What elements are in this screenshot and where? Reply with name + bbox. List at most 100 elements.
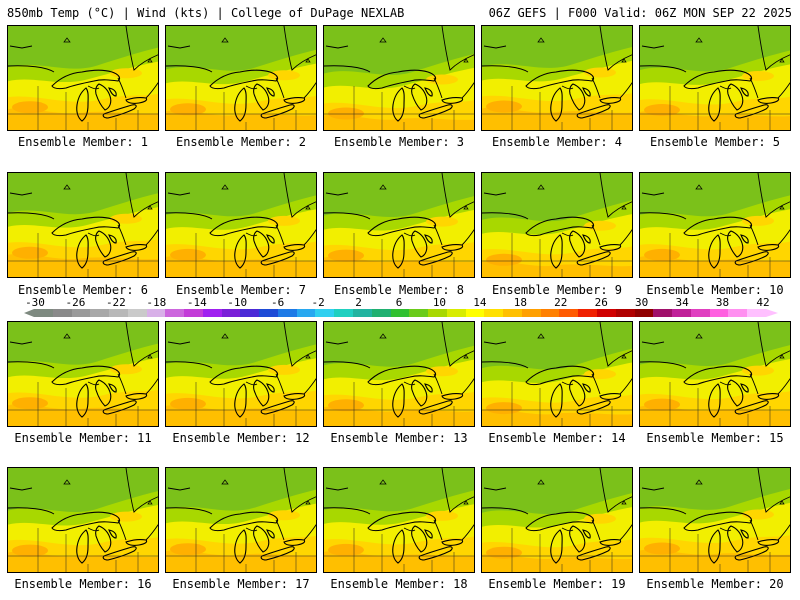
colorbar-tick-label: -18 [146,296,167,309]
temperature-map [640,26,790,130]
ensemble-member-label: Ensemble Member: 20 [646,577,784,591]
ensemble-member-label: Ensemble Member: 19 [488,577,626,591]
ensemble-map-panel [481,172,633,278]
colorbar-swatch [315,309,335,317]
colorbar-tick-label: 34 [675,296,689,309]
colorbar-swatch [165,309,185,317]
temperature-map [8,322,158,426]
colorbar-tick-label: 42 [756,296,770,309]
ensemble-member-label: Ensemble Member: 11 [14,431,152,445]
ensemble-member-label: Ensemble Member: 4 [491,135,623,149]
ensemble-map-panel [639,321,791,427]
colorbar-left-arrow [24,309,34,317]
ensemble-map-panel [639,25,791,131]
colorbar-tick-label: -22 [105,296,126,309]
ensemble-map-panel [323,25,475,131]
ensemble-map-panel [7,467,159,573]
ensemble-map-panel [323,321,475,427]
colorbar-tick-label: 30 [635,296,649,309]
ensemble-member-label: Ensemble Member: 2 [175,135,307,149]
temperature-map [482,26,632,130]
temperature-map [640,468,790,572]
temperature-map [166,26,316,130]
ensemble-member-label: Ensemble Member: 17 [172,577,310,591]
ensemble-member-label: Ensemble Member: 18 [330,577,468,591]
colorbar-swatch [615,309,635,317]
colorbar-tick-label: 6 [395,296,403,309]
colorbar-swatch [390,309,410,317]
colorbar-swatch [540,309,560,317]
colorbar-swatch [690,309,710,317]
colorbar-tick-label: 26 [594,296,608,309]
ensemble-map-panel [165,467,317,573]
ensemble-member-label: Ensemble Member: 5 [649,135,781,149]
ensemble-map-panel [165,25,317,131]
colorbar-right-arrow [766,309,778,317]
colorbar-swatch [127,309,147,317]
colorbar-swatch [259,309,278,317]
ensemble-member-label: Ensemble Member: 13 [330,431,468,445]
temperature-map [8,468,158,572]
temperature-map [324,173,474,277]
colorbar-swatch [90,309,110,317]
ensemble-member-label: Ensemble Member: 3 [333,135,465,149]
ensemble-map-panel [639,467,791,573]
temperature-map [482,468,632,572]
colorbar-swatch [296,309,316,317]
colorbar-swatch [240,309,260,317]
colorbar-tick-label: 14 [473,296,487,309]
ensemble-map-panel [481,467,633,573]
colorbar-swatch [202,309,222,317]
ensemble-member-label: Ensemble Member: 8 [333,283,465,297]
colorbar-swatch [521,309,541,317]
colorbar-tick-label: -30 [25,296,45,309]
colorbar-swatch [672,309,691,317]
colorbar-tick-label: 38 [715,296,730,309]
ensemble-map-panel [639,172,791,278]
colorbar-swatch [184,309,203,317]
ensemble-map-panel [7,25,159,131]
ensemble-member-label: Ensemble Member: 1 [17,135,149,149]
colorbar-tick-label: 10 [432,296,447,309]
ensemble-map-panel [7,172,159,278]
ensemble-map-panel [165,321,317,427]
colorbar-strip [34,309,766,317]
temperature-map [324,322,474,426]
colorbar-swatch [409,309,429,317]
colorbar-swatch [371,309,391,317]
ensemble-member-label: Ensemble Member: 12 [172,431,310,445]
chart-title: 850mb Temp (°C) | Wind (kts) | College o… [7,6,405,20]
ensemble-member-label: Ensemble Member: 16 [14,577,152,591]
colorbar-swatch [728,309,748,317]
temperature-map [482,322,632,426]
ensemble-map-panel [7,321,159,427]
colorbar-tick-label: 18 [513,296,527,309]
ensemble-map-panel [481,25,633,131]
ensemble-map-panel [323,467,475,573]
colorbar-swatch [747,309,766,317]
ensemble-member-label: Ensemble Member: 7 [175,283,307,297]
colorbar-tick-label: -10 [227,296,248,309]
temperature-map [166,322,316,426]
colorbar-swatch [221,309,241,317]
colorbar-swatch [353,309,372,317]
colorbar-swatch [503,309,522,317]
colorbar-swatch [634,309,654,317]
colorbar-swatch [596,309,616,317]
colorbar-tick-label: -2 [311,296,325,309]
ensemble-member-label: Ensemble Member: 6 [17,283,149,297]
temperature-map [166,468,316,572]
colorbar-swatch [334,309,354,317]
colorbar-tick-label: -14 [186,296,207,309]
ensemble-member-label: Ensemble Member: 15 [646,431,784,445]
colorbar-swatch [52,309,72,317]
colorbar-swatch [34,309,53,317]
temperature-map [640,322,790,426]
colorbar-swatch [465,309,485,317]
ensemble-map-panel [481,321,633,427]
colorbar-swatch [146,309,166,317]
colorbar-swatch [428,309,447,317]
temperature-map [482,173,632,277]
colorbar-tick-label: 2 [355,296,362,309]
ensemble-map-panel [165,172,317,278]
